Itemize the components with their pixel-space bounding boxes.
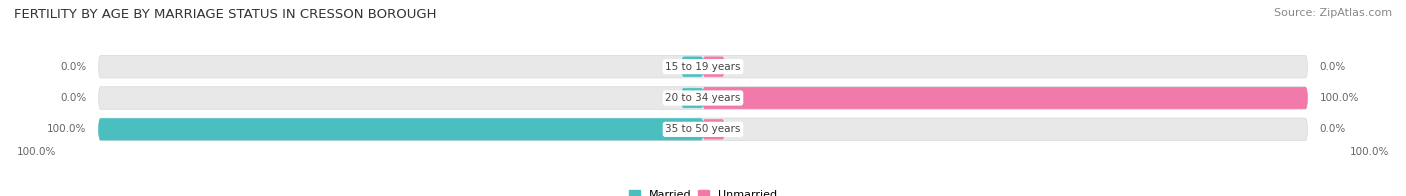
Text: 100.0%: 100.0% [1350,147,1389,157]
FancyBboxPatch shape [703,87,1308,109]
Text: FERTILITY BY AGE BY MARRIAGE STATUS IN CRESSON BOROUGH: FERTILITY BY AGE BY MARRIAGE STATUS IN C… [14,8,436,21]
FancyBboxPatch shape [682,120,703,139]
FancyBboxPatch shape [98,119,703,140]
Text: 35 to 50 years: 35 to 50 years [665,124,741,134]
FancyBboxPatch shape [703,88,724,108]
Text: 100.0%: 100.0% [1319,93,1358,103]
FancyBboxPatch shape [682,88,703,108]
Text: 0.0%: 0.0% [60,62,87,72]
Text: Source: ZipAtlas.com: Source: ZipAtlas.com [1274,8,1392,18]
FancyBboxPatch shape [98,118,1308,141]
Legend: Married, Unmarried: Married, Unmarried [624,185,782,196]
FancyBboxPatch shape [682,57,703,76]
Text: 0.0%: 0.0% [1319,124,1346,134]
Text: 100.0%: 100.0% [17,147,56,157]
Text: 0.0%: 0.0% [60,93,87,103]
Text: 15 to 19 years: 15 to 19 years [665,62,741,72]
Text: 100.0%: 100.0% [48,124,87,134]
FancyBboxPatch shape [98,55,1308,78]
FancyBboxPatch shape [703,120,724,139]
FancyBboxPatch shape [98,87,1308,109]
Text: 0.0%: 0.0% [1319,62,1346,72]
Text: 20 to 34 years: 20 to 34 years [665,93,741,103]
FancyBboxPatch shape [703,57,724,76]
